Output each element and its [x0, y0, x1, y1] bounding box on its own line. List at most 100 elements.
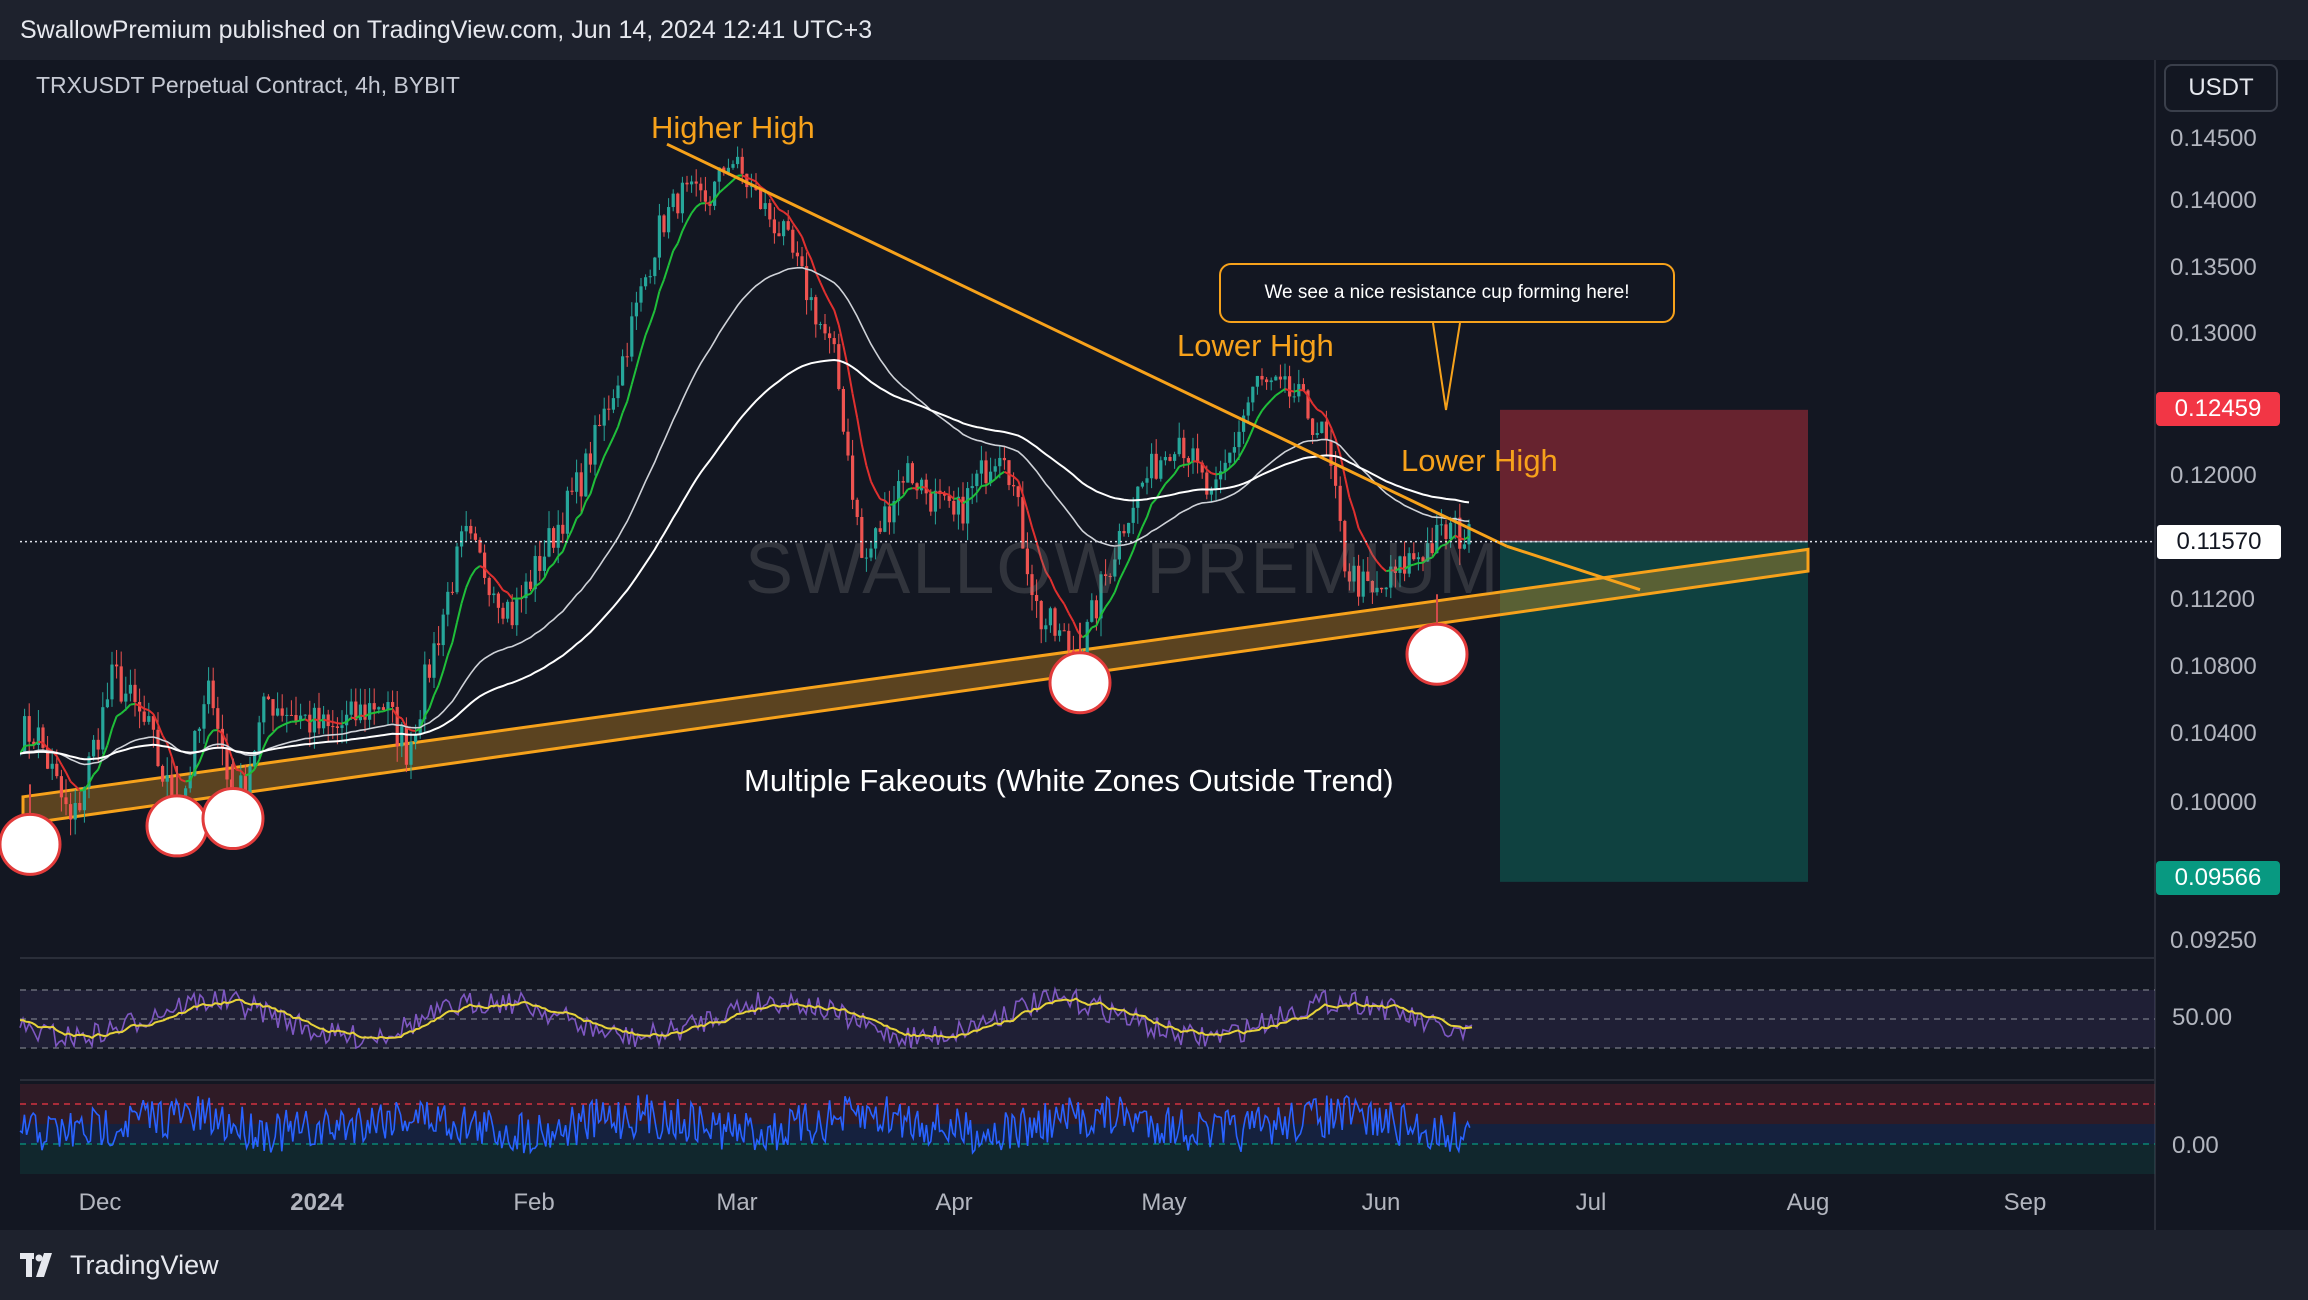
fast-ma-segment [948, 494, 955, 500]
fast-ma-segment [962, 499, 969, 505]
candle-body [924, 479, 928, 494]
stop-price-badge: 0.12459 [2156, 392, 2280, 426]
tradingview-brand[interactable]: TradingView [20, 1250, 219, 1281]
fast-ma-segment [539, 577, 546, 584]
candle-body [59, 776, 63, 798]
short-position-tool[interactable] [1500, 409, 1808, 882]
publisher-header: SwallowPremium published on TradingView.… [0, 0, 2308, 60]
fast-ma-segment [828, 301, 836, 311]
fast-ma-segment [277, 724, 283, 729]
candle-body [358, 704, 362, 721]
fast-ma-segment [1302, 389, 1309, 397]
candle-body [1048, 608, 1052, 626]
candle-body [437, 643, 441, 646]
fast-ma-segment [612, 426, 619, 438]
symbol-title[interactable]: TRXUSDT Perpetual Contract, 4h, BYBIT [36, 72, 460, 98]
candle-body [1320, 421, 1324, 433]
annotation-fakeouts[interactable]: Multiple Fakeouts (White Zones Outside T… [744, 763, 1394, 798]
candle-body [570, 490, 574, 492]
candle-body [713, 181, 717, 206]
fast-ma-segment [837, 324, 845, 347]
candle-body [648, 276, 652, 278]
fast-ma-segment [111, 715, 118, 730]
fast-ma-segment [865, 465, 872, 482]
ma-slow-line [20, 358, 1470, 761]
fast-ma-segment [360, 714, 366, 718]
candle-body [441, 614, 445, 646]
candle-body [759, 189, 763, 210]
fast-ma-segment [332, 721, 338, 725]
candle-body [1306, 390, 1310, 419]
fast-ma-segment [267, 732, 274, 738]
candle-body [607, 408, 611, 410]
time-axis[interactable]: Dec 2024 Feb Mar Apr May Jun Jul Aug Sep [79, 1189, 2047, 1216]
time-tick-label: Dec [79, 1189, 122, 1216]
candle-body [487, 577, 491, 596]
fast-ma-segment [727, 179, 734, 186]
candle-body [115, 664, 119, 667]
footer: TradingView [0, 1230, 2308, 1300]
candle-body [565, 490, 569, 534]
candle-body [1324, 421, 1328, 441]
candle-body [1366, 571, 1370, 581]
candle-body [690, 181, 694, 185]
fast-ma-segment [773, 202, 780, 211]
fast-ma-segment [405, 726, 412, 732]
candle-body [266, 696, 270, 700]
candle-body [1200, 462, 1204, 473]
candle-body [73, 802, 77, 820]
trendlines[interactable] [666, 142, 1641, 592]
candle-body [506, 601, 510, 619]
projection-line [1506, 544, 1641, 592]
time-tick-label: 2024 [290, 1189, 344, 1216]
fast-ma-segment [203, 735, 210, 751]
chart-svg[interactable]: 0.14500 0.14000 0.13500 0.13000 0.12000 0.112… [0, 60, 2308, 1230]
candle-body [837, 344, 841, 389]
candle-body [303, 714, 307, 716]
candle-body [657, 215, 661, 258]
candle-body [823, 324, 827, 334]
candle-body [685, 182, 689, 185]
candle-body [897, 481, 901, 502]
fast-ma-segment [198, 749, 205, 763]
chart-area[interactable]: 0.14500 0.14000 0.13500 0.13000 0.12000 0.112… [0, 60, 2308, 1230]
candle-body [749, 186, 753, 188]
candle-body [1403, 556, 1407, 574]
callout-resistance-cup[interactable]: We see a nice resistance cup forming her… [1219, 263, 1675, 323]
price-tick-label: 0.13500 [2170, 254, 2257, 281]
annotation-lower-high-2[interactable]: Lower High [1401, 443, 1558, 478]
candle-body [556, 524, 560, 548]
fast-ma-segment [1086, 626, 1093, 635]
candle-body [1219, 471, 1223, 480]
fast-ma-segment [1399, 566, 1405, 571]
price-axis[interactable]: 0.14500 0.14000 0.13500 0.13000 0.12000 0.112… [2170, 125, 2257, 1159]
fast-ma-segment [497, 582, 504, 591]
fast-ma-segment [446, 642, 454, 656]
fast-ma-segment [1067, 612, 1075, 623]
annotation-higher-high[interactable]: Higher High [651, 110, 815, 145]
fast-ma-segment [1035, 541, 1043, 560]
candle-body [1168, 456, 1172, 461]
fast-ma-segment [258, 746, 265, 761]
candle-body [133, 684, 137, 702]
candle-body [740, 156, 744, 174]
fast-ma-segment [327, 719, 334, 723]
candle-body [317, 707, 321, 729]
fast-ma-segment [1224, 467, 1231, 473]
candle-body [1361, 571, 1365, 597]
fast-ma-segment [801, 236, 808, 250]
candle-body [1251, 386, 1255, 403]
fast-ma-segment [116, 712, 122, 718]
fast-ma-segment [529, 585, 537, 595]
fast-ma-segment [143, 707, 150, 712]
candle-body [1352, 565, 1356, 582]
annotation-lower-high-1[interactable]: Lower High [1177, 328, 1334, 363]
candle-body [1104, 574, 1108, 576]
candle-body [542, 556, 546, 571]
candle-body [1191, 448, 1195, 463]
candle-body [593, 424, 597, 465]
candle-body [1338, 485, 1342, 521]
currency-unit-button[interactable]: USDT [2164, 64, 2278, 112]
price-tick-label: 0.09250 [2170, 927, 2257, 954]
price-tick-label: 0.10400 [2170, 720, 2257, 747]
